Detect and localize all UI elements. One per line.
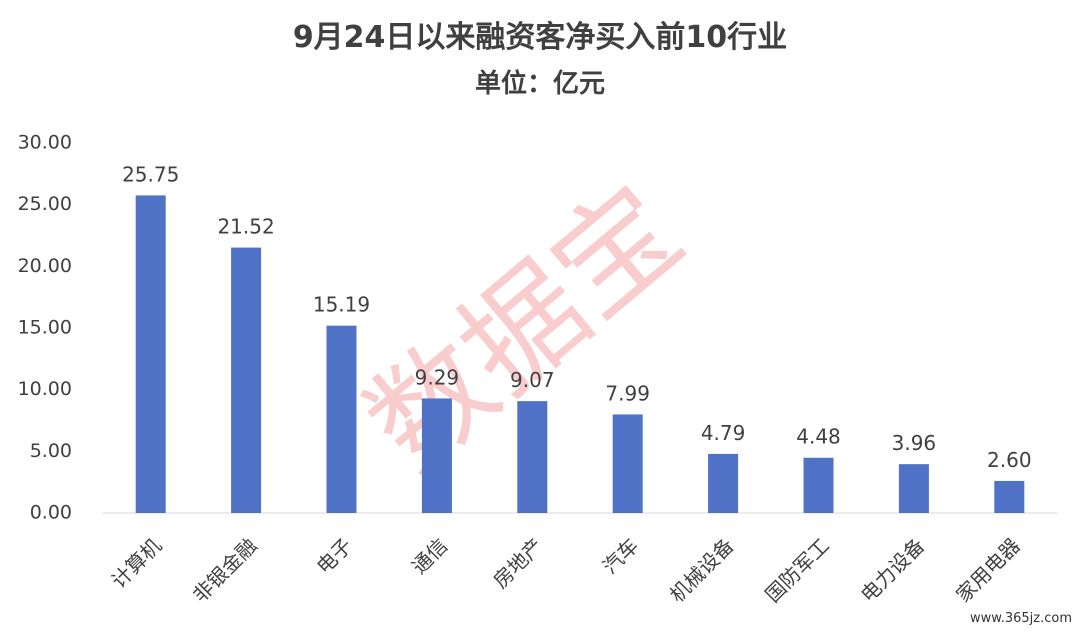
chart-subtitle: 单位：亿元 (475, 68, 605, 99)
value-label: 9.29 (415, 365, 460, 389)
value-label: 3.96 (892, 431, 937, 455)
y-tick-label: 25.00 (18, 193, 72, 215)
bar (135, 195, 166, 513)
y-tick-label: 5.00 (30, 440, 72, 462)
bar (421, 398, 452, 513)
bar (231, 247, 262, 513)
y-tick-label: 30.00 (18, 132, 72, 154)
chart-title: 9月24日以来融资客净买入前10行业 (293, 20, 787, 55)
bar (994, 480, 1025, 513)
value-label: 4.79 (701, 421, 746, 445)
bar (708, 453, 739, 513)
value-label: 9.07 (510, 368, 555, 392)
bar (326, 325, 357, 513)
bar (517, 401, 548, 513)
bar (612, 414, 643, 513)
y-tick-label: 0.00 (30, 502, 72, 524)
value-label: 15.19 (313, 293, 370, 317)
bar (803, 457, 834, 513)
value-label: 25.75 (122, 162, 179, 186)
value-label: 2.60 (987, 448, 1032, 472)
y-tick-label: 20.00 (18, 255, 72, 277)
value-label: 7.99 (605, 381, 650, 405)
value-label: 21.52 (217, 215, 274, 239)
bar (898, 464, 929, 513)
source: www.365jz.com (970, 611, 1072, 626)
y-tick-label: 15.00 (18, 317, 72, 339)
y-tick-label: 10.00 (18, 378, 72, 400)
value-label: 4.48 (796, 425, 841, 449)
